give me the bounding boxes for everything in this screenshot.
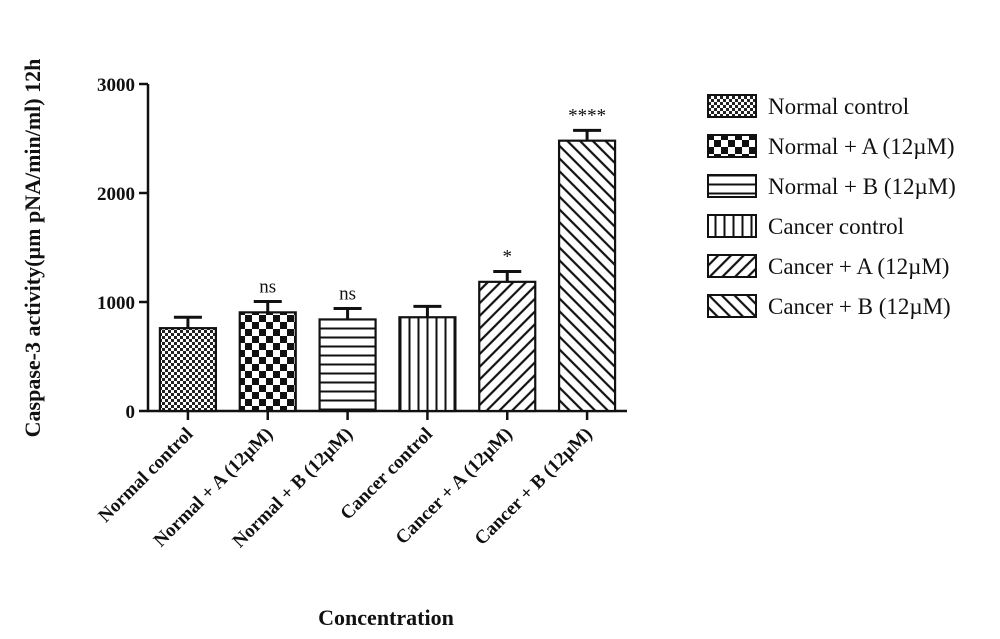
legend-label: Normal + B (12µM) xyxy=(768,174,956,199)
significance-label: ns xyxy=(339,284,356,305)
legend-label: Cancer + A (12µM) xyxy=(768,254,949,279)
bar xyxy=(478,280,537,413)
legend-label: Normal + A (12µM) xyxy=(768,134,955,159)
significance-label: * xyxy=(503,246,513,267)
y-tick-label: 2000 xyxy=(97,184,135,205)
bar xyxy=(158,327,218,413)
y-tick-label: 1000 xyxy=(97,293,135,314)
bars: ns ns***** xyxy=(158,105,617,413)
y-tick-label: 3000 xyxy=(97,75,135,96)
legend-swatch xyxy=(707,214,757,238)
legend-swatch xyxy=(707,294,757,318)
legend-label: Cancer + B (12µM) xyxy=(768,294,951,319)
bar xyxy=(238,311,297,413)
bar xyxy=(398,316,457,413)
legend-swatch xyxy=(707,254,757,278)
x-axis-title: Concentration xyxy=(318,605,454,630)
legend-swatch xyxy=(707,94,757,118)
bar xyxy=(318,318,377,413)
y-tick-label: 0 xyxy=(126,402,136,423)
y-axis-title: Caspase-3 activity(µm pNA/min/ml) 12h xyxy=(20,59,45,438)
legend-swatch xyxy=(707,174,757,198)
y-ticks: 0 1000 2000 3000 xyxy=(97,75,148,423)
significance-label: **** xyxy=(568,105,606,126)
legend: Normal control Normal + A (12µM) Normal + … xyxy=(707,94,956,319)
legend-label: Cancer control xyxy=(768,214,904,239)
legend-label: Normal control xyxy=(768,94,909,119)
significance-label: ns xyxy=(259,276,276,297)
bar xyxy=(557,139,617,413)
legend-swatch xyxy=(707,134,757,158)
